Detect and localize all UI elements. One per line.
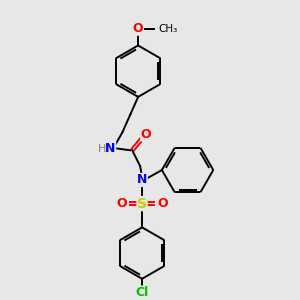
Text: O: O [133,22,143,35]
Text: S: S [137,197,147,211]
Text: H: H [98,144,107,154]
Text: O: O [158,197,168,210]
Text: O: O [141,128,152,141]
Text: O: O [116,197,127,210]
Text: CH₃: CH₃ [158,24,177,34]
Text: N: N [105,142,116,155]
Text: Cl: Cl [136,286,149,299]
Text: N: N [137,173,147,186]
